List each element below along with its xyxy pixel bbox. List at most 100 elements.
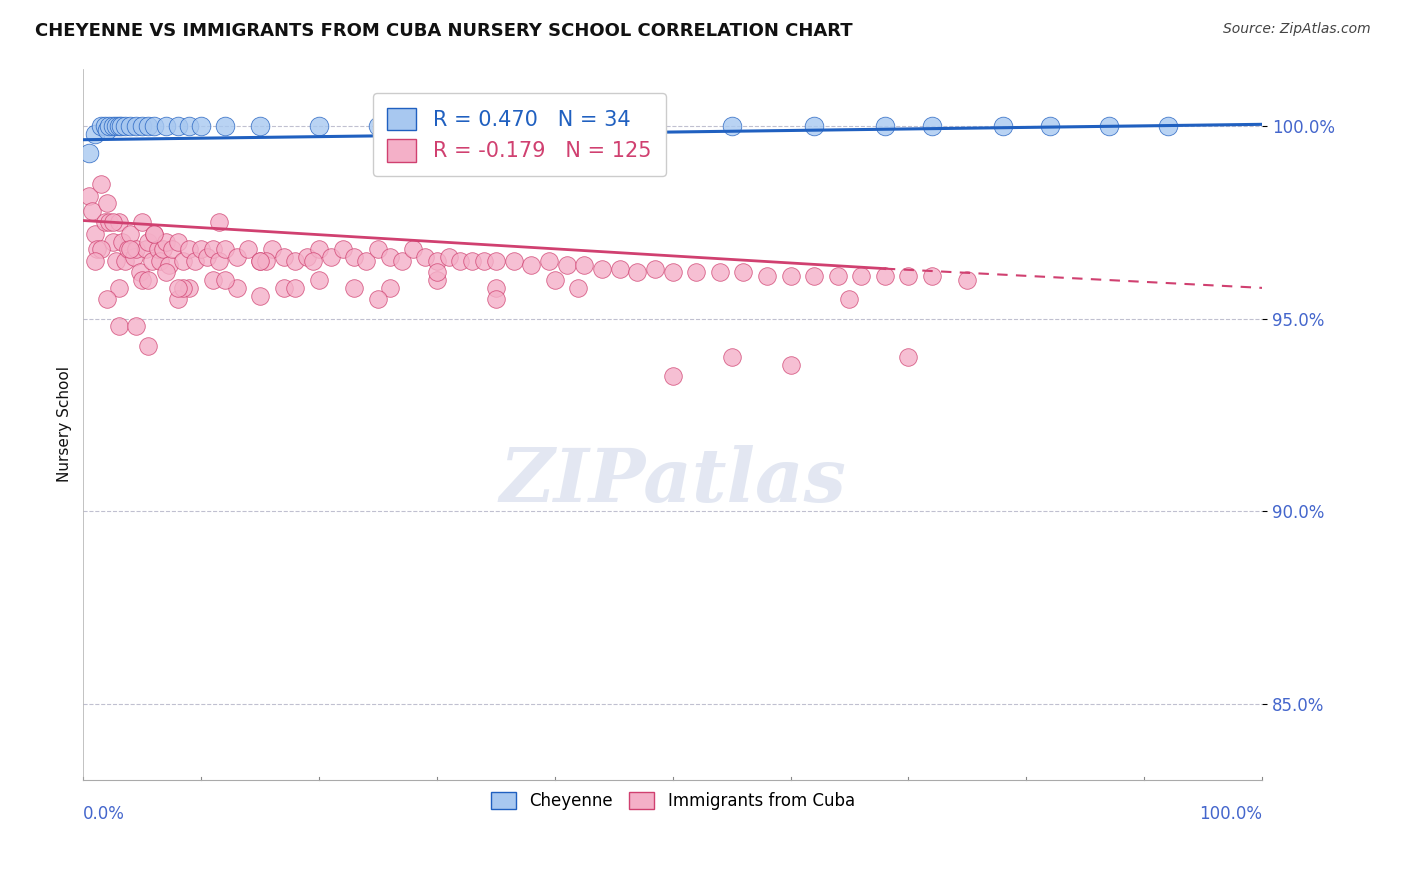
Point (225, 250, 247, 264)
Point (173, 281, 195, 295)
Point (143, 227, 166, 241)
Point (131, 215, 153, 229)
Point (803, 269, 825, 284)
Point (391, 254, 413, 268)
Text: 100.0%: 100.0% (1199, 805, 1263, 823)
Point (201, 243, 224, 257)
Point (120, 227, 142, 241)
Text: CHEYENNE VS IMMIGRANTS FROM CUBA NURSERY SCHOOL CORRELATION CHART: CHEYENNE VS IMMIGRANTS FROM CUBA NURSERY… (35, 22, 853, 40)
Point (80, 203, 103, 218)
Point (143, 120, 166, 134)
Point (485, 293, 508, 307)
Point (779, 358, 801, 372)
Point (166, 120, 188, 134)
Point (208, 254, 231, 268)
Point (107, 281, 129, 295)
Point (308, 273, 330, 287)
Point (166, 281, 188, 295)
Point (114, 120, 136, 134)
Point (166, 235, 188, 249)
Text: ZIPatlas: ZIPatlas (499, 445, 846, 517)
Point (86, 243, 108, 257)
Point (485, 254, 508, 268)
Point (273, 281, 295, 295)
Point (190, 120, 212, 134)
Point (260, 243, 283, 257)
Point (720, 120, 742, 134)
Point (437, 250, 460, 264)
Point (136, 120, 159, 134)
Point (96, 196, 118, 211)
Point (214, 243, 236, 257)
Point (354, 254, 377, 268)
Point (201, 273, 224, 287)
Point (485, 120, 508, 134)
Point (603, 120, 626, 134)
Point (195, 250, 218, 264)
Point (733, 265, 755, 279)
Point (141, 254, 163, 268)
Point (107, 319, 129, 334)
Point (827, 269, 849, 284)
Point (402, 243, 425, 257)
Point (426, 254, 449, 268)
Point (107, 120, 129, 134)
Point (461, 254, 484, 268)
Point (343, 281, 366, 295)
Point (367, 243, 389, 257)
Point (105, 254, 128, 268)
Point (626, 265, 648, 279)
Point (90, 177, 112, 191)
Point (77, 146, 100, 161)
Point (873, 120, 896, 134)
Point (135, 243, 157, 257)
Point (991, 120, 1014, 134)
Point (520, 258, 543, 272)
Point (426, 265, 449, 279)
Point (308, 243, 330, 257)
Point (661, 369, 683, 384)
Point (184, 254, 207, 268)
Point (254, 254, 277, 268)
Point (110, 120, 132, 134)
Point (179, 243, 201, 257)
Point (238, 243, 260, 257)
Text: 0.0%: 0.0% (83, 805, 125, 823)
Point (574, 258, 596, 272)
Y-axis label: Nursery School: Nursery School (58, 367, 72, 483)
Point (485, 281, 508, 295)
Point (609, 261, 631, 276)
Point (367, 293, 389, 307)
Point (709, 265, 731, 279)
Point (297, 250, 319, 264)
Point (107, 215, 129, 229)
Point (157, 258, 180, 272)
Point (84, 227, 107, 241)
Point (555, 258, 578, 272)
Point (851, 269, 873, 284)
Point (84, 254, 107, 268)
Point (128, 265, 150, 279)
Point (284, 254, 307, 268)
Point (173, 254, 195, 268)
Point (249, 120, 271, 134)
Text: Source: ZipAtlas.com: Source: ZipAtlas.com (1223, 22, 1371, 37)
Point (122, 250, 145, 264)
Point (111, 235, 134, 249)
Point (332, 243, 354, 257)
Point (105, 120, 128, 134)
Point (98, 120, 121, 134)
Point (136, 273, 159, 287)
Point (131, 273, 153, 287)
Point (249, 254, 271, 268)
Point (755, 269, 778, 284)
Point (125, 120, 148, 134)
Point (591, 261, 613, 276)
Point (537, 254, 560, 268)
Point (179, 281, 201, 295)
Point (249, 254, 271, 268)
Point (214, 120, 236, 134)
Point (308, 120, 330, 134)
Point (661, 265, 683, 279)
Point (284, 281, 307, 295)
